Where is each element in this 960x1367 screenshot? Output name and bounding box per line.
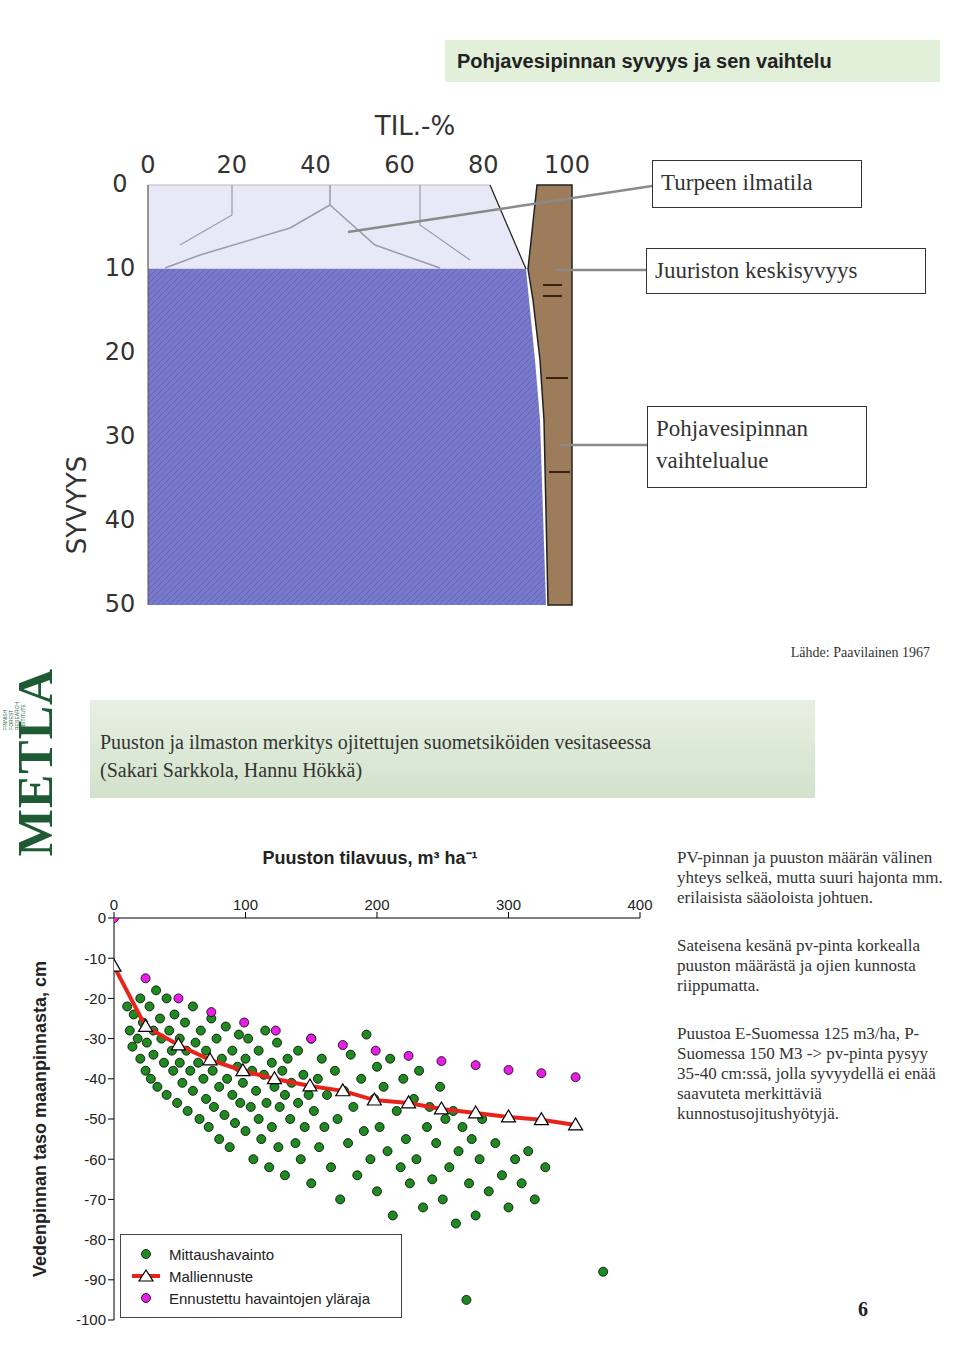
html-text:Sateisena kesänä pv-pinta kork: Sateisena kesänä pv-pinta korkealla puus… (677, 936, 921, 995)
svg-text:100: 100 (544, 151, 590, 179)
html-text:Juuriston keskisyvyys: Juuriston keskisyvyys (655, 258, 858, 283)
html-text:Vedenpinnan taso maanpinnasta,: Vedenpinnan taso maanpinnasta, cm (29, 961, 50, 1277)
svg-text:30: 30 (105, 422, 136, 450)
html-text:PV-pinnan ja puuston määrän vä: PV-pinnan ja puuston määrän välinen yhte… (677, 848, 943, 907)
html-text:FOREST: FOREST (8, 709, 14, 730)
svg-text:400: 400 (627, 896, 652, 913)
svg-text:50: 50 (105, 590, 136, 618)
html-text:(Sakari Sarkkola, Hannu Hökkä): (Sakari Sarkkola, Hannu Hökkä) (100, 759, 363, 781)
svg-text:20: 20 (105, 338, 136, 366)
html-text:RESEARCH: RESEARCH (14, 702, 20, 730)
svg-text:TIL.-%: TIL.-% (374, 111, 455, 141)
html-text:METLA: METLA (7, 667, 63, 857)
html-text:Puuston ja ilmaston merkitys o: Puuston ja ilmaston merkitys ojitettujen… (100, 731, 651, 753)
svg-text:-100: -100 (76, 1311, 106, 1328)
svg-text:10: 10 (105, 254, 136, 282)
svg-text:0: 0 (140, 151, 155, 179)
html-text:Puuston tilavuus, m³ ha⁻¹: Puuston tilavuus, m³ ha⁻¹ (262, 848, 478, 868)
svg-text:0: 0 (112, 170, 127, 198)
svg-text:-60: -60 (84, 1151, 106, 1168)
svg-text:-80: -80 (84, 1231, 106, 1248)
svg-text:-20: -20 (84, 990, 106, 1007)
svg-text:-90: -90 (84, 1271, 106, 1288)
html-text:6: 6 (858, 1298, 868, 1320)
html-text:Pohjavesipinnan vaihtelualue: Pohjavesipinnan vaihtelualue (656, 416, 808, 473)
svg-text:40: 40 (300, 151, 331, 179)
svg-text:60: 60 (384, 151, 415, 179)
svg-text:200: 200 (364, 896, 389, 913)
html-text:Mittaushavainto: Mittaushavainto (169, 1245, 275, 1263)
html-text:Puustoa E-Suomessa 125 m3/ha,: Puustoa E-Suomessa 125 m3/ha, P-Suomessa… (677, 1024, 936, 1123)
svg-text:300: 300 (496, 896, 521, 913)
svg-text:0: 0 (110, 896, 118, 913)
svg-text:20: 20 (217, 151, 248, 179)
html-text:Lähde: Paavilainen 1967: Lähde: Paavilainen 1967 (790, 645, 930, 660)
svg-text:40: 40 (105, 506, 136, 534)
svg-text:-70: -70 (84, 1191, 106, 1208)
svg-text:100: 100 (233, 896, 258, 913)
html-text:Pohjavesipinnan syvyys ja sen: Pohjavesipinnan syvyys ja sen vaihtelu (457, 50, 832, 72)
svg-text:-40: -40 (84, 1070, 106, 1087)
html-text:FINNISH: FINNISH (2, 709, 8, 730)
html-text:INSTITUTE: INSTITUTE (20, 704, 26, 730)
svg-text:80: 80 (468, 151, 499, 179)
html-text:Ennustettu havaintojen yläraja: Ennustettu havaintojen yläraja (169, 1289, 370, 1307)
html-text:Malliennuste: Malliennuste (169, 1267, 254, 1285)
svg-text:-30: -30 (84, 1030, 106, 1047)
svg-text:0: 0 (98, 909, 106, 926)
svg-text:-10: -10 (84, 950, 106, 967)
svg-text:-50: -50 (84, 1110, 106, 1127)
svg-text:SYVYYS: SYVYYS (62, 456, 92, 554)
html-text:Turpeen ilmatila: Turpeen ilmatila (661, 170, 813, 195)
